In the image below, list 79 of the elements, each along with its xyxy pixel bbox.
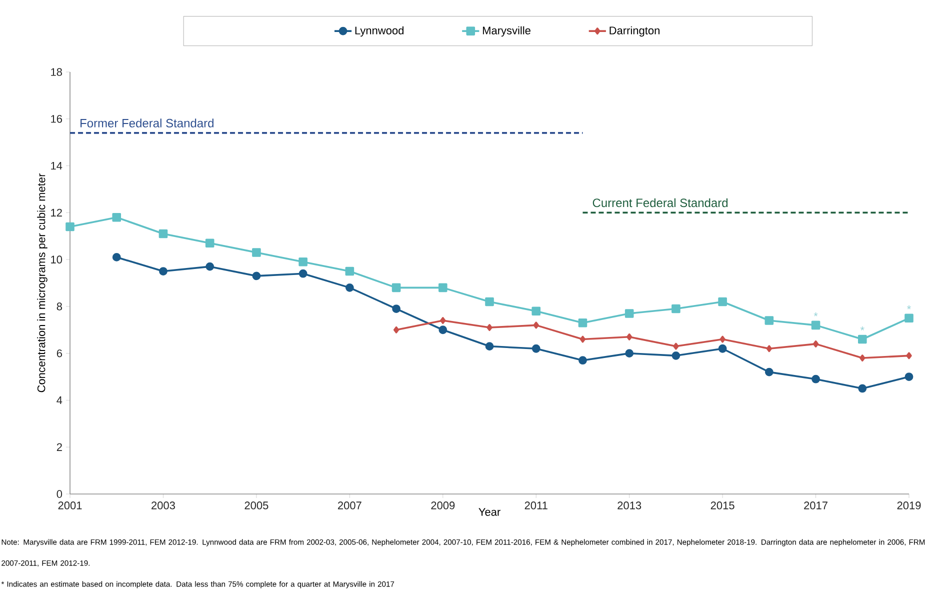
point (812, 374, 820, 384)
x-tick-label: 2019 (897, 502, 921, 510)
x-tick-label: 2017 (804, 502, 828, 510)
y-axis-title: Concentration in micrograms per cubic meter (37, 173, 48, 392)
annotation: * (814, 312, 818, 316)
y-tick-label: 0 (56, 490, 62, 498)
point (112, 212, 122, 222)
point (672, 304, 680, 314)
point (66, 222, 74, 232)
point (673, 342, 679, 350)
point (159, 267, 168, 276)
point (858, 384, 867, 393)
point (718, 297, 727, 306)
point (345, 266, 354, 276)
y-tick-label: 16 (51, 114, 62, 123)
point (392, 304, 400, 313)
point (252, 248, 261, 257)
x-tick-label: 2009 (431, 502, 455, 510)
x-axis-title: Year (478, 508, 500, 516)
point (672, 351, 680, 360)
point (533, 322, 539, 329)
point (811, 320, 820, 330)
annotation: * (860, 326, 864, 330)
y-tick-label: 10 (51, 256, 62, 264)
y-tick-label: 12 (51, 208, 62, 216)
point (904, 372, 914, 381)
point (764, 368, 774, 376)
x-tick-label: 2013 (618, 502, 642, 510)
point (860, 354, 866, 362)
point (206, 262, 214, 271)
point (485, 342, 494, 350)
point (766, 345, 772, 352)
point (580, 336, 586, 343)
y-tick-label: 2 (56, 443, 62, 451)
point (764, 316, 774, 325)
y-tick-label: 6 (56, 349, 62, 358)
y-tick-label: 4 (56, 396, 62, 404)
point (438, 326, 448, 334)
x-tick-label: 2001 (58, 502, 82, 510)
point (624, 309, 634, 318)
point (438, 283, 448, 292)
point (486, 324, 492, 332)
point (112, 253, 121, 262)
point (718, 344, 727, 353)
point (578, 356, 587, 365)
x-tick-label: 2011 (524, 502, 548, 510)
point (906, 352, 912, 360)
series-label: Former Federal Standard (80, 118, 214, 128)
point (393, 326, 400, 334)
series-label: Current Federal Standard (592, 198, 728, 208)
point (298, 269, 308, 278)
point (485, 297, 494, 306)
x-tick-label: 2003 (152, 502, 175, 510)
point (252, 272, 261, 280)
point (532, 306, 541, 316)
y-tick-label: 14 (51, 162, 62, 170)
point (345, 283, 354, 292)
y-tick-label: 8 (56, 302, 62, 310)
legend-label: Marysville (482, 26, 530, 37)
point (625, 349, 634, 358)
point (205, 238, 214, 248)
point (626, 333, 632, 340)
point (158, 229, 168, 238)
point (720, 336, 726, 343)
annotation: * (907, 305, 911, 310)
point (812, 340, 819, 348)
x-tick-label: 2005 (244, 502, 268, 510)
point (578, 318, 588, 328)
point (392, 283, 401, 292)
point (858, 334, 867, 344)
point (532, 344, 540, 353)
legend-label: Lynnwood (355, 26, 404, 37)
y-tick-label: 18 (51, 68, 62, 76)
point (904, 314, 914, 323)
x-tick-label: 2007 (338, 502, 362, 510)
point (298, 257, 308, 266)
legend-label: Darrington (610, 26, 660, 37)
x-tick-label: 2015 (710, 502, 734, 510)
point (440, 317, 446, 324)
